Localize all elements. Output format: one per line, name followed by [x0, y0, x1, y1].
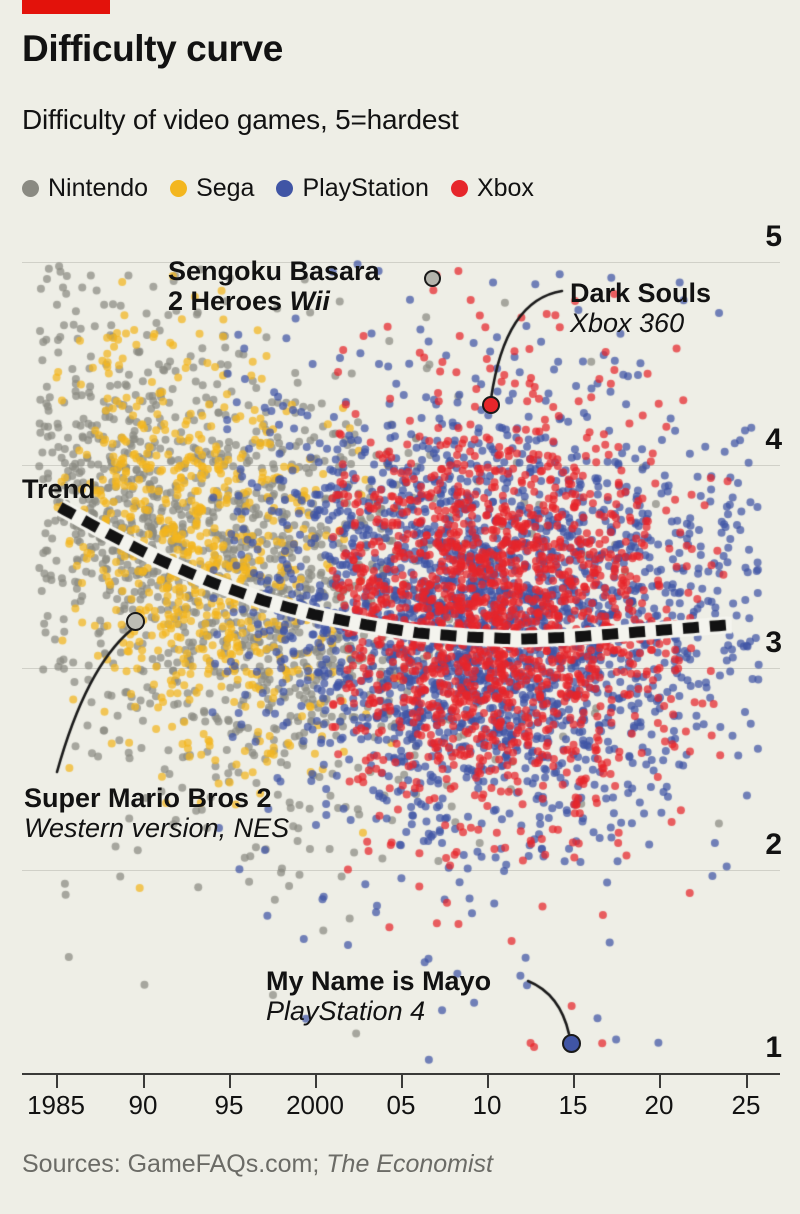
highlight-dot-sengoku	[424, 270, 441, 287]
annotation-sengoku-basara: Sengoku Basara 2 Heroes Wii	[168, 256, 380, 316]
annotation-mario-line1: Super Mario Bros 2	[24, 783, 272, 813]
annotation-sengoku-line1: Sengoku Basara	[168, 256, 380, 286]
annotation-mayo-line2: PlayStation 4	[266, 996, 426, 1027]
highlight-dot-dark-souls	[482, 396, 500, 414]
highlight-dot-super-mario	[126, 612, 145, 631]
annotation-mayo-line1: My Name is Mayo	[266, 966, 492, 996]
source-note: Sources: GameFAQs.com; The Economist	[22, 1150, 494, 1178]
highlight-dot-my-name-is-mayo	[562, 1034, 581, 1053]
annotation-dark-souls-line2: Xbox 360	[570, 308, 685, 339]
annotation-super-mario-bros-2: Super Mario Bros 2 Western version, NES	[24, 783, 289, 843]
annotation-dark-souls-line1: Dark Souls	[570, 278, 712, 308]
annotation-dark-souls: Dark Souls Xbox 360	[570, 278, 711, 338]
annotation-mario-line2: Western version, NES	[24, 813, 290, 844]
annotation-my-name-is-mayo: My Name is Mayo PlayStation 4	[266, 966, 491, 1026]
annotation-trend-label: Trend	[22, 474, 96, 504]
annotation-sengoku-line2: 2 Heroes Wii	[168, 286, 330, 317]
